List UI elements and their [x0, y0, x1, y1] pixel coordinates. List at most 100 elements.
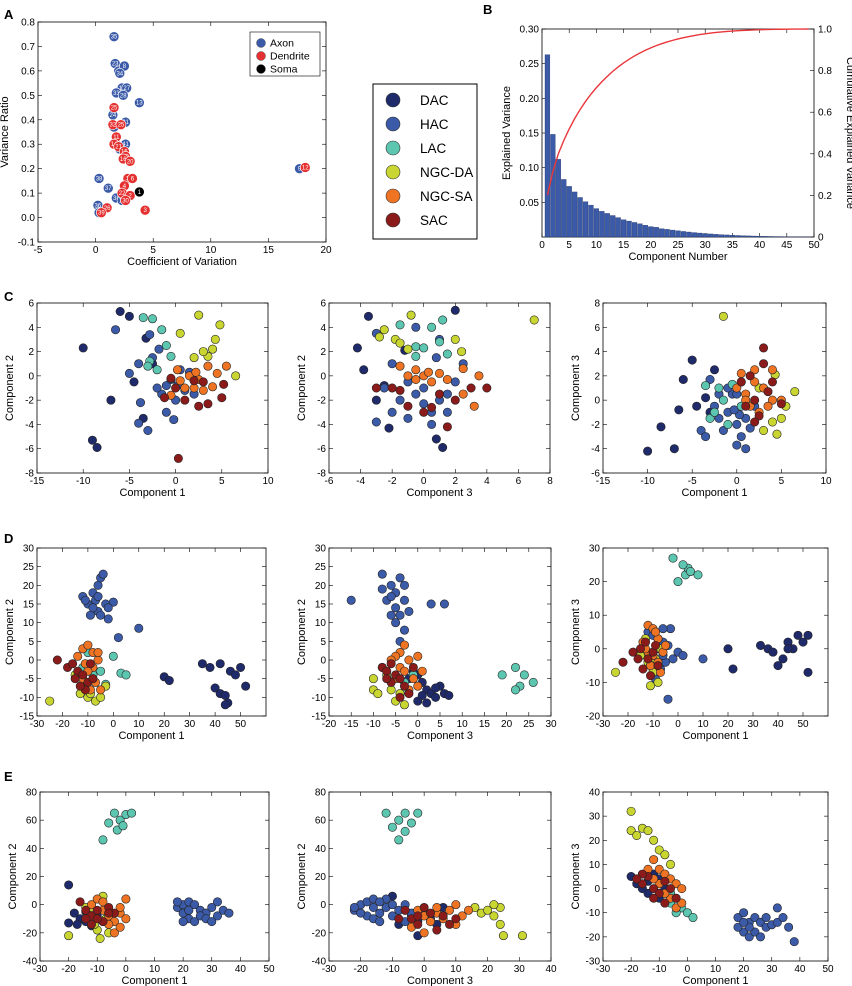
y-tick-label: 0 — [594, 396, 600, 407]
point-ngc-da — [759, 425, 769, 435]
x-tick-label: 30 — [206, 964, 218, 975]
point-hac — [705, 374, 715, 384]
x-tick-label: 10 — [205, 245, 217, 256]
point-sac — [665, 884, 675, 894]
point-sac — [425, 908, 435, 918]
y-tick-label: -5 — [25, 674, 34, 685]
point-ngc-da — [194, 310, 204, 320]
x-tick-label: 0 — [415, 719, 421, 730]
point-ngc-sa — [121, 894, 131, 904]
y-tick-label: 20 — [26, 872, 38, 883]
point-hac — [190, 917, 200, 927]
point-lac — [709, 407, 719, 417]
point-axon — [117, 90, 129, 101]
point-hac — [386, 592, 396, 602]
y-tick-label: 0.4 — [21, 115, 35, 126]
point-ngc-da — [610, 667, 620, 677]
x-tick-label: -10 — [385, 964, 400, 975]
point-dac — [69, 908, 79, 918]
point-hac — [386, 610, 396, 620]
point-ngc-da — [457, 347, 467, 357]
point-dac — [205, 662, 215, 672]
point-ngc-sa — [399, 640, 409, 650]
y-tick-label: -6 — [317, 444, 326, 455]
point-hac — [696, 425, 706, 435]
point-lac — [143, 361, 153, 371]
x-tick-label: 30 — [747, 719, 759, 730]
point-sac — [759, 343, 769, 353]
point-hac — [80, 595, 90, 605]
x-tick-label: 0 — [93, 245, 99, 256]
point-label: 22 — [119, 191, 126, 197]
point-lac — [406, 818, 416, 828]
point-sac — [466, 383, 476, 393]
group-legend-label: LAC — [420, 141, 447, 156]
bar — [604, 213, 610, 238]
point-ngc-da — [375, 332, 385, 342]
x-tick-label: 15 — [263, 245, 275, 256]
point-axon — [108, 31, 120, 42]
bar — [697, 232, 703, 238]
y-tick-label: -15 — [20, 712, 35, 723]
x-axis-label: Component 1 — [119, 487, 185, 499]
bar — [561, 179, 567, 238]
bar — [555, 159, 561, 238]
point-ngc-sa — [395, 361, 405, 371]
point-hac — [111, 325, 121, 335]
point-ngc-sa — [399, 666, 409, 676]
x-tick-label: 40 — [754, 240, 766, 251]
y-axis-label: Component 2 — [296, 843, 308, 909]
point-dendrite — [124, 156, 136, 167]
y-tick-label: 0.15 — [520, 129, 540, 140]
y-tick-label: 0.2 — [21, 164, 35, 175]
point-ngc-sa — [93, 648, 103, 658]
bar — [659, 228, 665, 238]
point-sac — [632, 874, 642, 884]
x-tick-label: 0 — [421, 476, 427, 487]
x-tick-label: -30 — [30, 719, 45, 730]
point-label: 27 — [123, 86, 130, 92]
panel-label-E: E — [4, 769, 13, 784]
panel-label-A: A — [4, 7, 14, 22]
x-tick-label: 5 — [437, 719, 443, 730]
bar — [593, 208, 599, 238]
x-tick-label: 5 — [566, 240, 572, 251]
point-ngc-da — [96, 692, 106, 702]
y-tick-label: -10 — [586, 678, 601, 689]
point-sac — [650, 640, 660, 650]
y-tick-label: 0 — [320, 371, 326, 382]
point-dac — [210, 683, 220, 693]
x-tick-label: 10 — [820, 476, 832, 487]
x-tick-label: -10 — [90, 964, 105, 975]
plot-B: 0 5 10 15 20 25 30 35 40 45 500.050.100.150.200.25… — [501, 25, 852, 264]
x-tick-label: 50 — [797, 719, 809, 730]
point-dac — [197, 659, 207, 669]
bar — [713, 234, 719, 238]
point-lac — [387, 822, 397, 832]
point-dac — [92, 442, 102, 452]
point-ngc-sa — [98, 897, 108, 907]
point-ngc-da — [373, 689, 383, 699]
point-lac — [419, 343, 429, 353]
point-label: 3 — [143, 208, 147, 214]
point-hac — [450, 377, 460, 387]
point-ngc-sa — [93, 655, 103, 665]
point-hac — [88, 603, 98, 613]
point-sac — [189, 376, 199, 386]
point-ngc-sa — [96, 685, 106, 695]
bar — [735, 235, 741, 238]
point-hac — [152, 383, 162, 393]
point-sac — [203, 399, 213, 409]
point-lac — [121, 670, 131, 680]
y-tick-label: 25 — [23, 562, 35, 573]
point-sac — [180, 395, 190, 405]
point-sac — [394, 914, 404, 924]
plot-C3: -15 -10 -5 0 5 10 -6 -4 -2 0 2 4 6 8 Component 1 Compon… — [570, 299, 832, 500]
x-tick-label: -6 — [325, 476, 334, 487]
y-tick-label: -8 — [25, 469, 34, 480]
point-lac — [510, 685, 520, 695]
point-lac — [528, 677, 538, 687]
point-dac — [384, 423, 394, 433]
point-hac — [103, 614, 113, 624]
